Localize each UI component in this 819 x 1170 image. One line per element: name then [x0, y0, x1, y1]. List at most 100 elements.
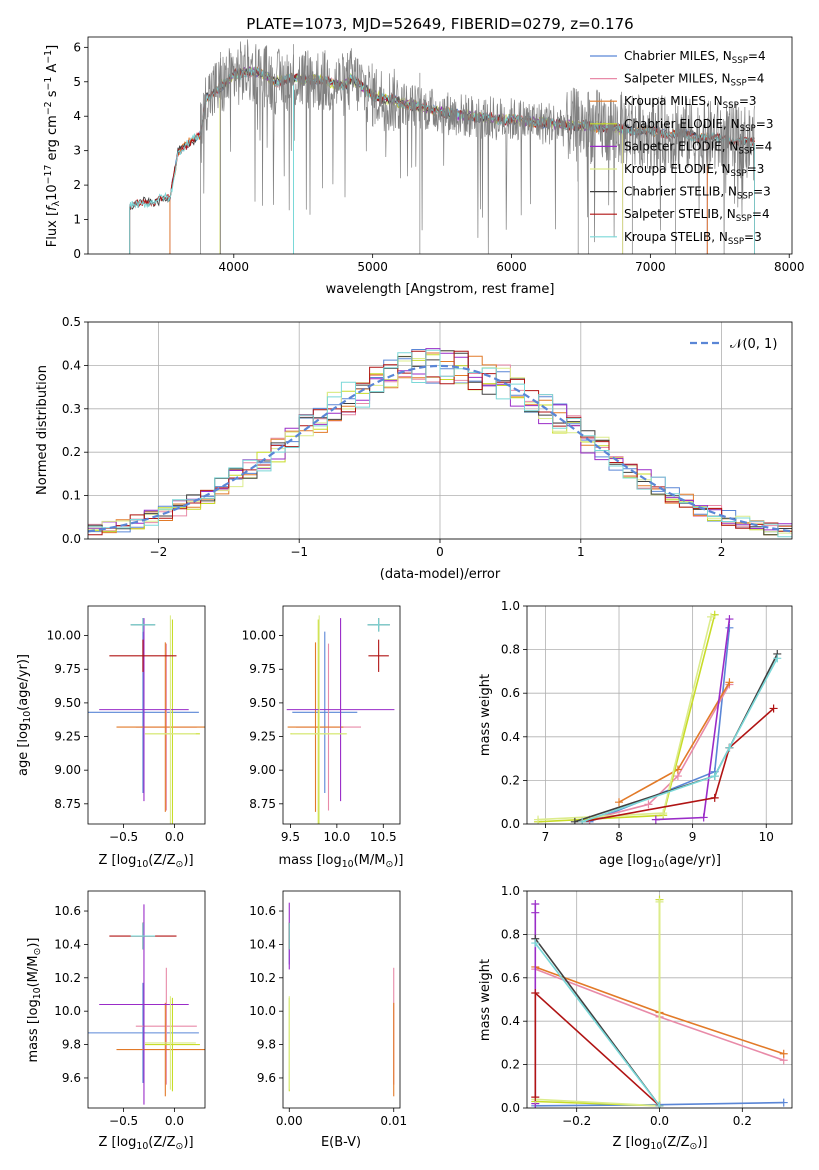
- x-tick-label: 0.0: [650, 1114, 669, 1128]
- y-tick-label: 8.75: [54, 797, 81, 811]
- y-tick-label: 0.8: [501, 927, 520, 941]
- mass-weight-marker: [655, 897, 664, 906]
- label-part: Chabrier STELIB, N: [624, 185, 737, 199]
- y-tick-label: 0.3: [62, 402, 81, 416]
- y-tick-label: 0.6: [501, 686, 520, 700]
- x-tick-label: 7: [542, 830, 550, 844]
- label-part: =4: [747, 72, 765, 86]
- y-axis-label: Normed distribution: [35, 365, 50, 495]
- label-part: 10: [136, 1141, 148, 1152]
- x-tick-label: −0.5: [109, 830, 138, 844]
- mass-weight-marker: [725, 678, 734, 687]
- residuals-axes: −2 −1 0 1 2 0.0 0.1 0.2 0.3 0.4 0.5: [62, 315, 793, 559]
- label-part: −17: [43, 165, 54, 185]
- x-tick-label: 0.01: [380, 1114, 407, 1128]
- data-spectrum-line: [200, 39, 755, 254]
- label-part: −2: [43, 101, 54, 115]
- x-tick-label: 1: [577, 545, 585, 559]
- mass-weight-marker: [779, 1098, 788, 1107]
- y-tick-label: 0.0: [501, 817, 520, 831]
- label-part: SSP: [731, 79, 747, 89]
- label-part: ⊙: [690, 1141, 698, 1152]
- y-tick-label: 0: [73, 247, 81, 261]
- label-part: )]: [697, 1135, 707, 1150]
- y-tick-label: 8.75: [249, 797, 276, 811]
- y-tick-label: 6: [73, 40, 81, 54]
- label-part: s: [45, 90, 60, 101]
- y-tick-label: 0.4: [62, 358, 81, 372]
- x-axis-label: Z [log10(Z/Z⊙)]: [98, 1135, 193, 1152]
- y-tick-label: 5: [73, 75, 81, 89]
- y-tick-label: 10.00: [242, 629, 276, 643]
- age_vs_mass-axes: 9.5 10.0 10.5 8.75 9.00 9.25 9.50 9.75 10.00: [242, 605, 401, 844]
- label-part: Kroupa ELODIE, N: [624, 162, 731, 176]
- figure-title: PLATE=1073, MJD=52649, FIBERID=0279, z=0…: [246, 15, 633, 33]
- mass-weight-marker: [710, 772, 719, 781]
- y-tick-label: 9.25: [54, 730, 81, 744]
- spectrum-marks: [129, 39, 755, 254]
- label-part: 10: [342, 859, 354, 870]
- legend-label: Salpeter ELODIE, NSSP=4: [624, 139, 772, 156]
- label-part: =4: [748, 49, 766, 63]
- y-tick-label: 9.00: [54, 763, 81, 777]
- y-tick-label: 0.4: [501, 730, 520, 744]
- mass-weight-marker: [659, 809, 668, 818]
- mass-weight-marker: [655, 1101, 664, 1108]
- label-part: =3: [756, 117, 774, 131]
- mass-weight-marker: [769, 704, 778, 713]
- label-part: SSP: [740, 124, 756, 134]
- label-part: Z [log: [612, 1135, 650, 1150]
- mass-weight-marker: [725, 623, 734, 632]
- legend-label: Kroupa MILES, NSSP=3: [624, 94, 757, 111]
- legend-label: 𝒩(0, 1): [730, 337, 777, 352]
- y-tick-label: 10.4: [54, 937, 81, 951]
- label-part: ⊙: [385, 859, 393, 870]
- label-part: Chabrier ELODIE, N: [624, 117, 740, 131]
- legend-label: Salpeter STELIB, NSSP=4: [624, 207, 770, 224]
- x-tick-label: 5000: [357, 260, 388, 274]
- label-part: Z [log: [98, 853, 136, 868]
- x-tick-label: 7000: [635, 260, 666, 274]
- label-part: =3: [747, 162, 765, 176]
- label-part: )]: [26, 938, 41, 948]
- x-tick-label: 0.0: [165, 830, 184, 844]
- y-tick-label: 0.5: [62, 315, 81, 329]
- mass-weight-marker: [651, 815, 660, 824]
- legend-label: Kroupa STELIB, NSSP=3: [624, 230, 762, 247]
- mass-weight-line: [574, 653, 779, 823]
- mass-weight-marker: [779, 1049, 788, 1058]
- label-part: SSP: [728, 237, 744, 247]
- legend-label: Chabrier ELODIE, NSSP=3: [624, 117, 773, 134]
- mass-weight-marker: [534, 815, 543, 824]
- mass-weight-marker: [531, 900, 540, 909]
- x-tick-label: 4000: [219, 260, 250, 274]
- label-part: =3: [744, 230, 762, 244]
- x-tick-label: 9.5: [281, 830, 300, 844]
- mass-weight-marker: [710, 610, 719, 619]
- residual-histogram: [88, 350, 792, 536]
- mass-weight-marker: [725, 743, 734, 752]
- label-part: 10: [45, 184, 60, 201]
- cumulative_mass_age-axes: 7 8 9 10 0.0 0.2 0.4 0.6 0.8 1.0: [501, 599, 793, 844]
- x-axis-label: E(B-V): [321, 1135, 361, 1150]
- y-tick-label: 0.2: [501, 1058, 520, 1072]
- label-part: Salpeter MILES, N: [624, 72, 731, 86]
- label-part: SSP: [737, 192, 753, 202]
- x-tick-label: −0.2: [562, 1114, 591, 1128]
- label-part: mass [log: [279, 853, 342, 868]
- y-tick-label: 9.8: [257, 1038, 276, 1052]
- x-tick-label: 10.5: [370, 830, 397, 844]
- legend-label: Chabrier STELIB, NSSP=3: [624, 185, 771, 202]
- mass_vs_ebv-marks: [288, 902, 395, 1097]
- label-part: =3: [753, 185, 771, 199]
- x-tick-label: 2: [718, 545, 726, 559]
- y-tick-label: 10.6: [249, 904, 276, 918]
- mass_vs_ebv-axes: 0.00 0.01 9.6 9.8 10.0 10.2 10.4 10.6: [249, 890, 407, 1128]
- x-tick-label: −2: [150, 545, 168, 559]
- mass_vs_Z-marks: [88, 904, 205, 1105]
- mass-weight-line: [581, 657, 779, 823]
- y-tick-label: 10.00: [47, 629, 81, 643]
- residuals-marks: [88, 348, 792, 538]
- x-axis-label: mass [log10(M/M⊙)]: [279, 853, 404, 870]
- y-tick-label: 10.0: [249, 1004, 276, 1018]
